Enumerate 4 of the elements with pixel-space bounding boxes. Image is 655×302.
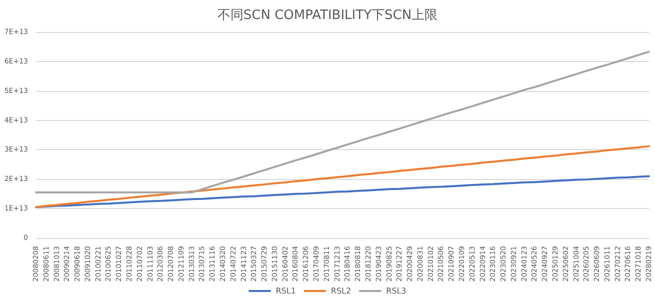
legend-label: RSL1 [276, 286, 296, 296]
legend-label: RSL2 [330, 286, 352, 296]
legend-label: RSL3 [386, 286, 406, 296]
chart-title: 不同SCN COMPATIBILITY下SCN上限 [217, 8, 438, 23]
